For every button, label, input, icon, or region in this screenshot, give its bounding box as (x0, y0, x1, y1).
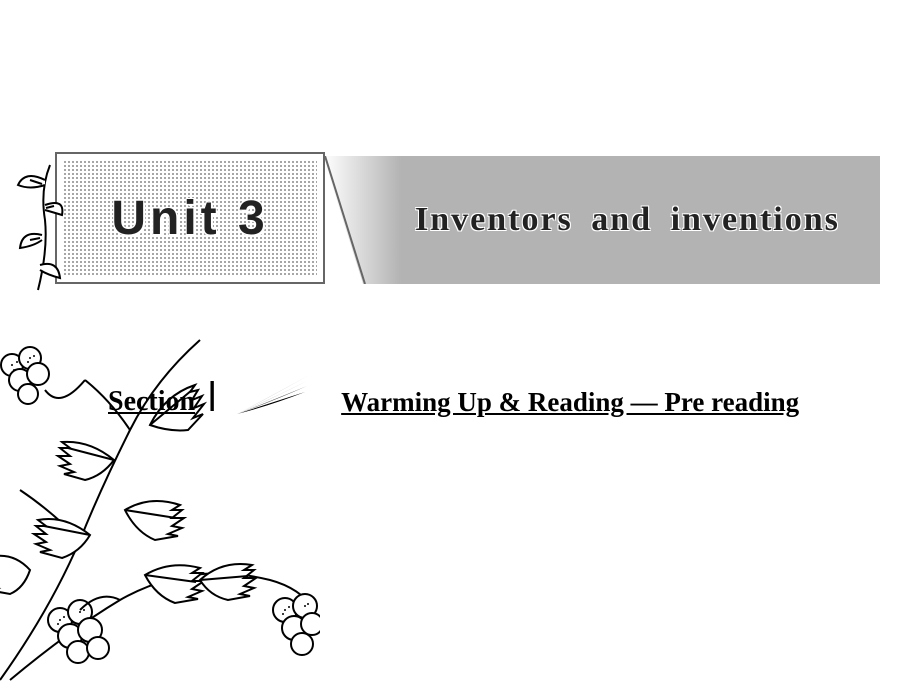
section-row: Section Ⅰ Warming Up & Reading — Pre rea… (108, 370, 880, 418)
unit-box: Unit 3 (55, 152, 325, 284)
unit-banner: Inventors and inventions Unit 3 (55, 152, 880, 284)
floral-decoration-bottom (0, 310, 320, 690)
section-subtitle: Warming Up & Reading — Pre reading (341, 387, 799, 418)
leaf-decoration-top (10, 160, 68, 300)
section-roman: Ⅰ (207, 374, 217, 422)
title-bar: Inventors and inventions (375, 156, 880, 284)
section-label: Section (108, 386, 195, 418)
swoosh-icon (235, 370, 315, 418)
berry-cluster-2 (48, 600, 109, 663)
banner-diagonal (323, 156, 401, 284)
unit-label: Unit 3 (111, 191, 268, 246)
unit-title: Inventors and inventions (415, 201, 840, 239)
berry-cluster-1 (1, 347, 49, 404)
unit-box-dotted: Unit 3 (63, 160, 317, 276)
berry-cluster-3 (273, 594, 320, 655)
